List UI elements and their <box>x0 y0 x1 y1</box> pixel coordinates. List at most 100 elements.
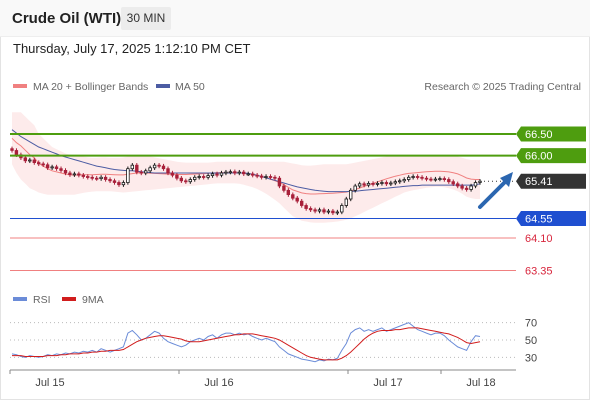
candle-body <box>170 172 175 176</box>
candle-body <box>68 172 72 176</box>
candle-body <box>77 173 81 176</box>
secondary_support-price-label: 64.10 <box>525 233 553 245</box>
candle-body <box>420 176 424 179</box>
candle-body <box>37 162 41 165</box>
candle-body <box>41 163 45 166</box>
candle-body <box>264 176 268 178</box>
candle-body <box>259 175 264 178</box>
candle-body <box>313 209 317 212</box>
candle-body <box>161 165 166 170</box>
candle-body <box>442 178 446 181</box>
candle-body <box>424 177 429 180</box>
x-tick-label: Jul 18 <box>466 377 495 389</box>
candle-body <box>103 176 108 180</box>
candle-body <box>331 210 335 214</box>
candle-body <box>317 209 322 212</box>
candle-body <box>139 171 143 174</box>
candle-body <box>201 176 206 178</box>
candle-body <box>451 181 455 185</box>
candle-body <box>45 164 50 169</box>
candle-body <box>54 166 59 169</box>
x-tick-label: Jul 15 <box>35 377 64 389</box>
resistance-price-label: 66.00 <box>525 151 553 163</box>
support-price-label: 64.55 <box>525 214 553 226</box>
candle-body <box>166 168 170 174</box>
candle-body <box>99 176 103 180</box>
interval-button[interactable]: 30 MIN <box>121 7 171 30</box>
candle-body <box>184 180 188 183</box>
candle-body <box>353 185 357 191</box>
candle-body <box>397 180 402 183</box>
bollinger-legend-label: MA 20 + Bollinger Bands <box>33 81 148 93</box>
forecast-arrow-icon <box>478 172 513 209</box>
resistance-price-tag <box>516 126 586 142</box>
rsi-ma-legend-label: 9MA <box>82 294 104 306</box>
candle-body <box>215 173 219 176</box>
x-tick-label: Jul 16 <box>204 377 233 389</box>
candle-body <box>286 189 290 196</box>
resistance-price-tag <box>516 148 586 164</box>
candle-body <box>299 200 304 206</box>
candle-body <box>393 181 397 184</box>
candle-body <box>237 171 241 174</box>
candle-body <box>460 185 464 189</box>
candle-body <box>415 176 420 178</box>
candle-body <box>210 173 215 176</box>
candle-body <box>10 148 14 151</box>
candle-body <box>148 167 152 172</box>
x-tick-label: Jul 17 <box>373 377 402 389</box>
candle-body <box>14 150 19 156</box>
candle-body <box>250 173 255 176</box>
candle-body <box>152 164 157 169</box>
rsi-layer: 30 50 70 <box>10 318 537 364</box>
candle-body <box>126 168 130 183</box>
candle-body <box>23 157 27 162</box>
candle-body <box>63 169 68 174</box>
current-price-label: 65.41 <box>525 176 553 188</box>
secondary_support-price-label: 63.35 <box>525 266 553 278</box>
candle-body <box>228 171 233 174</box>
candle-body <box>233 171 237 174</box>
candle-body <box>429 178 433 181</box>
candle-body <box>81 174 85 177</box>
rsi-ma-line <box>12 327 481 361</box>
rsi-legend-swatch <box>13 297 27 301</box>
candle-body <box>308 208 313 211</box>
candle-body <box>469 185 473 190</box>
bollinger-legend-swatch <box>13 84 27 88</box>
candle-body <box>59 168 63 171</box>
candle-body <box>175 174 179 179</box>
candle-body <box>366 182 371 186</box>
support-price-tag <box>516 211 586 226</box>
candle-body <box>438 178 442 181</box>
level-layer: 66.50 66.00 65.41 64.55 64.10 63.35 <box>10 126 586 278</box>
bollinger-band-fill <box>12 112 480 223</box>
candle-body <box>143 170 148 174</box>
candle-body <box>121 182 126 186</box>
candle-body <box>304 205 308 209</box>
candle-body <box>335 211 339 214</box>
candle-body <box>241 171 246 175</box>
candle-body <box>326 210 331 213</box>
candle-body <box>95 177 99 180</box>
candle-body <box>277 177 282 187</box>
candle-body <box>322 209 326 213</box>
rsi-line <box>11 322 481 363</box>
candle-body <box>255 174 259 177</box>
ma50-legend-swatch <box>156 84 170 88</box>
candle-body <box>433 178 438 181</box>
candle-body <box>130 164 134 170</box>
candle-body <box>135 164 139 173</box>
candle-body <box>362 183 366 186</box>
candle-body <box>464 187 469 190</box>
candle-body <box>411 176 415 178</box>
candle-body <box>224 171 228 174</box>
candle-body <box>348 189 353 200</box>
candle-body <box>157 164 161 167</box>
candle-body <box>375 182 380 185</box>
candle-body <box>206 175 210 178</box>
current-price-tag <box>516 173 586 189</box>
candle-body <box>268 176 273 178</box>
candle-body <box>473 182 478 187</box>
